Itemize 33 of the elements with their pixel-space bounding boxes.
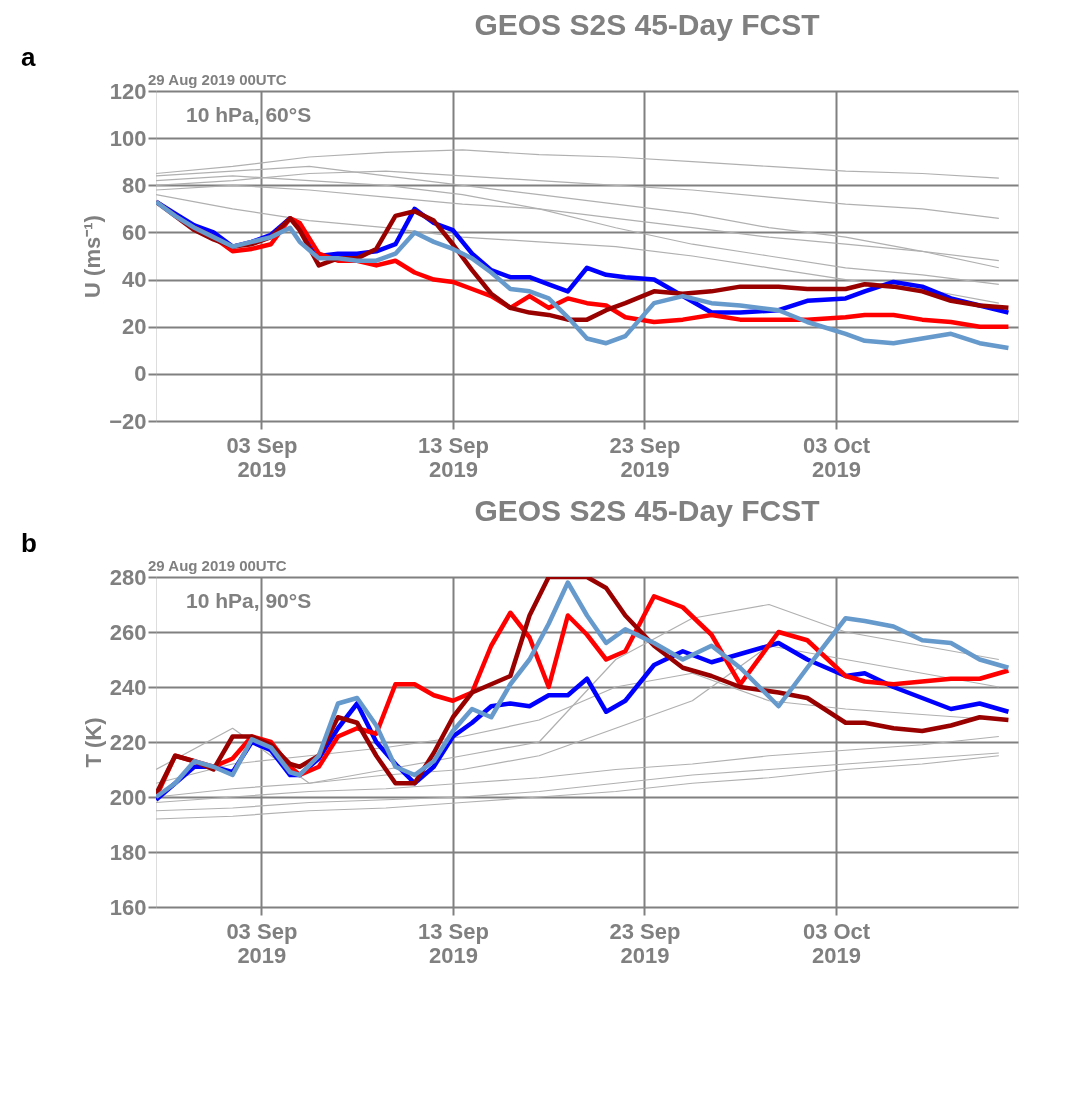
x-tick-label: 03 Sep 2019 (226, 432, 298, 482)
chart-subtitle: 29 Aug 2019 00UTC (148, 557, 287, 574)
y-tick-label: 220 (109, 729, 147, 755)
x-tick-label: 13 Sep 2019 (417, 918, 489, 968)
x-tick-label: 13 Sep 2019 (417, 432, 489, 482)
x-tick-label: 03 Oct 2019 (802, 432, 871, 482)
annotation: 10 hPa, 90°S (186, 589, 312, 612)
y-tick-label: 260 (109, 619, 147, 645)
y-tick-label: 120 (109, 78, 147, 104)
chart-title: GEOS S2S 45-Day FCST (474, 494, 820, 527)
y-tick-label: 100 (109, 125, 147, 151)
y-axis-title: U (ms⁻¹) (80, 215, 106, 298)
y-tick-label: 200 (109, 784, 147, 810)
y-tick-label: 20 (122, 314, 147, 340)
y-axis-title: T (K) (80, 717, 106, 768)
y-tick-label: 60 (122, 219, 147, 245)
x-tick-label: 23 Sep 2019 (609, 918, 681, 968)
y-tick-label: 180 (109, 839, 147, 865)
chart-title: GEOS S2S 45-Day FCST (474, 8, 820, 41)
y-tick-label: 0 (134, 361, 147, 387)
y-tick-label: 280 (109, 564, 147, 590)
y-tick-label: 240 (109, 674, 147, 700)
x-tick-label: 03 Oct 2019 (802, 918, 871, 968)
chart-subtitle: 29 Aug 2019 00UTC (148, 71, 287, 88)
x-tick-label: 03 Sep 2019 (226, 918, 298, 968)
text: b (21, 528, 37, 558)
y-tick-label: 40 (122, 267, 147, 293)
text: a (21, 42, 36, 72)
annotation: 10 hPa, 60°S (186, 103, 312, 126)
x-tick-label: 23 Sep 2019 (609, 432, 681, 482)
y-tick-label: −20 (109, 408, 147, 434)
y-tick-label: 80 (122, 172, 147, 198)
y-tick-label: 160 (109, 894, 147, 920)
